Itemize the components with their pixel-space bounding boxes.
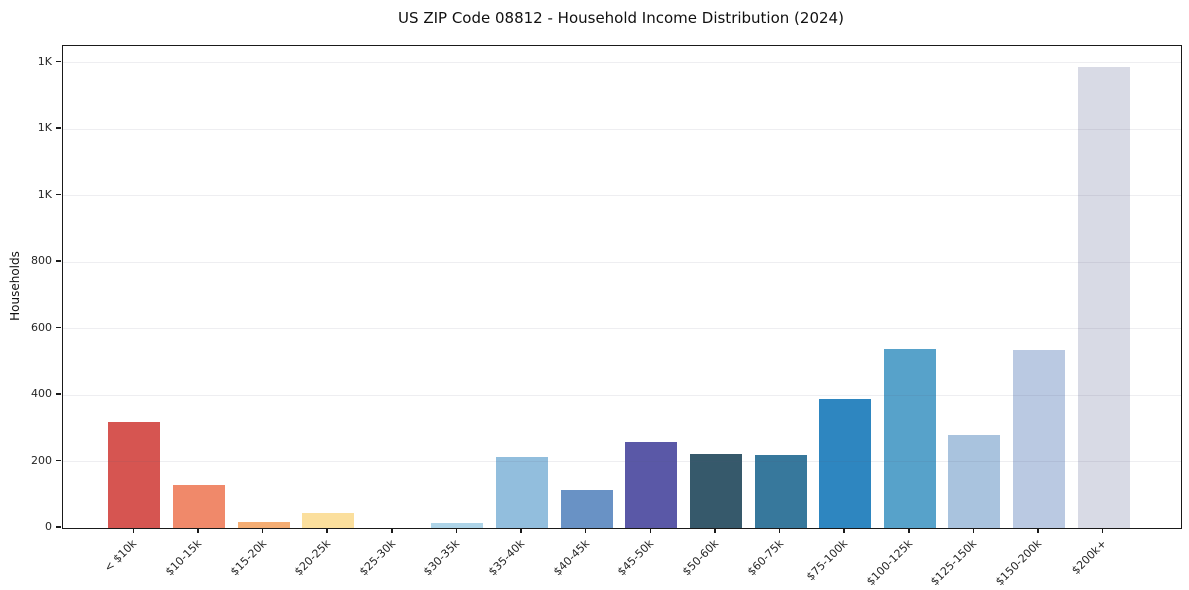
y-tick-label: 1K xyxy=(37,121,52,135)
x-tick-mark xyxy=(908,528,910,533)
x-tick-label: < $10k xyxy=(101,537,140,575)
y-tick-mark xyxy=(56,127,61,129)
gridline xyxy=(63,261,1181,263)
y-tick-mark xyxy=(56,526,61,528)
y-tick-mark xyxy=(56,393,61,395)
x-tick-mark xyxy=(261,528,264,533)
x-tick-mark xyxy=(714,528,716,533)
y-tick-label: 200 xyxy=(31,453,52,467)
y-tick-mark xyxy=(56,60,61,63)
bar-30-35k xyxy=(431,523,484,528)
gridline xyxy=(63,328,1181,330)
x-tick-mark xyxy=(520,528,522,533)
y-tick-label: 400 xyxy=(31,387,52,401)
y-tick-mark xyxy=(56,260,61,262)
y-tick-mark xyxy=(56,459,61,462)
bar-45-50k xyxy=(625,441,678,528)
bar-50-60k xyxy=(689,453,742,528)
x-tick-mark xyxy=(391,528,393,533)
bar-200k xyxy=(1077,66,1130,528)
x-tick-mark xyxy=(326,528,328,533)
x-tick-mark xyxy=(649,528,651,533)
y-tick-mark xyxy=(56,193,61,196)
y-tick-label: 0 xyxy=(45,520,52,533)
bar-10k xyxy=(108,422,161,528)
gridline xyxy=(63,128,1181,130)
y-tick-label: 1K xyxy=(37,187,52,201)
y-tick-label: 800 xyxy=(31,254,52,268)
x-tick-mark xyxy=(778,528,781,533)
bar-100-125k xyxy=(883,348,936,528)
gridline xyxy=(63,394,1181,396)
y-tick-label: 1K xyxy=(37,54,52,68)
y-tick-mark xyxy=(56,326,61,329)
chart-title: US ZIP Code 08812 - Household Income Dis… xyxy=(398,9,844,27)
bar-75-100k xyxy=(819,399,872,528)
bar-15-20k xyxy=(237,522,290,528)
bar-10-15k xyxy=(172,484,225,528)
bar-20-25k xyxy=(302,513,355,528)
x-tick-mark xyxy=(1101,528,1104,533)
bar-150-200k xyxy=(1013,349,1066,528)
bar-35-40k xyxy=(496,456,549,528)
bar-60-75k xyxy=(754,454,807,528)
x-tick-mark xyxy=(843,528,845,533)
bar-40-45k xyxy=(560,490,613,528)
gridline xyxy=(63,195,1181,197)
x-tick-mark xyxy=(132,528,134,533)
gridline xyxy=(63,461,1181,463)
x-tick-mark xyxy=(197,528,199,533)
x-tick-mark xyxy=(1037,528,1039,533)
x-tick-mark xyxy=(455,528,458,533)
plot-area xyxy=(62,45,1182,529)
x-tick-mark xyxy=(972,528,975,533)
x-tick-mark xyxy=(584,528,587,533)
gridline xyxy=(63,62,1181,64)
y-tick-label: 600 xyxy=(31,320,52,334)
bar-125-150k xyxy=(948,434,1001,528)
